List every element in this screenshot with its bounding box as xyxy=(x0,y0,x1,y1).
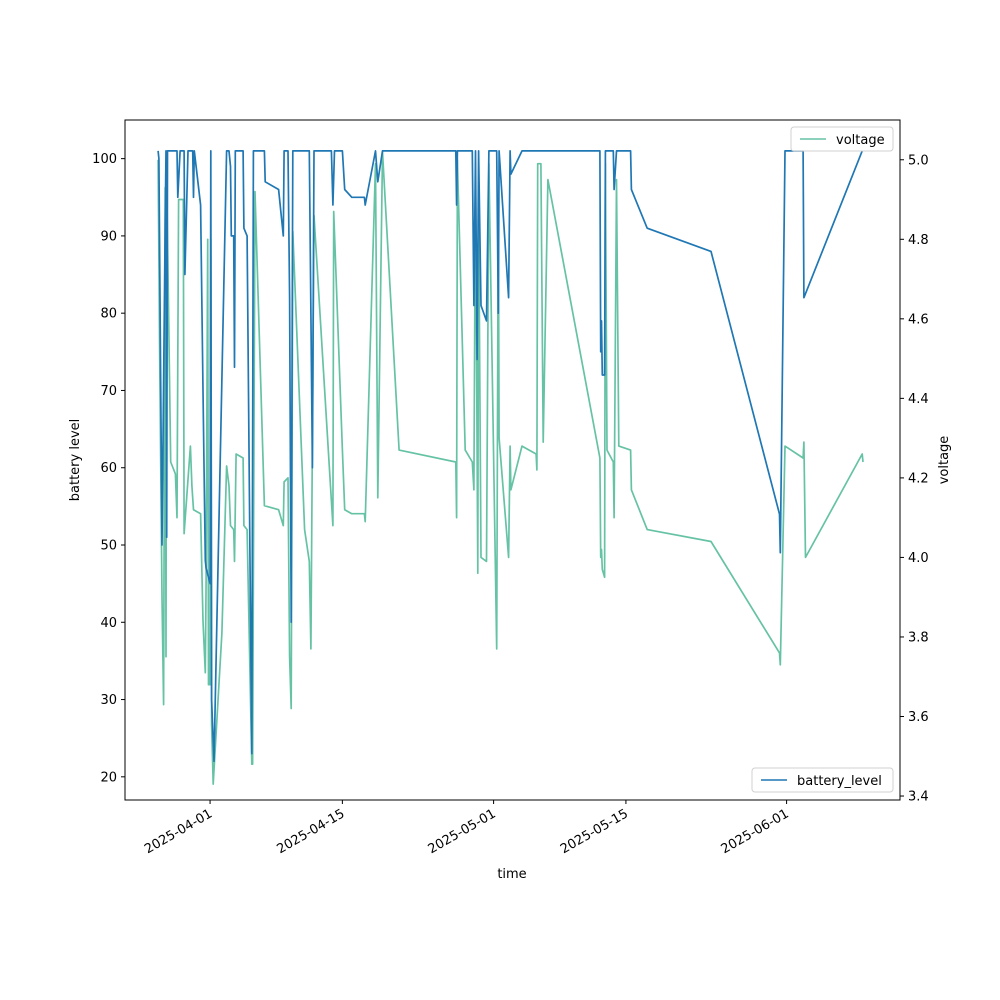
plot-frame xyxy=(124,119,901,801)
left-y-tick-label: 100 xyxy=(92,152,117,167)
series-line-battery-level xyxy=(157,150,863,763)
right-y-tick-label: 4.2 xyxy=(908,471,929,486)
left-y-tick-label: 50 xyxy=(100,539,117,554)
legend-battery-level: battery_level xyxy=(751,767,894,793)
right-y-axis: 3.4 3.6 3.8 4.0 4.2 4.4 4.6 4.8 5.0 xyxy=(900,153,929,805)
right-y-tick-label: 3.6 xyxy=(908,710,929,725)
right-y-axis-title: voltage xyxy=(937,436,952,485)
left-y-tick-label: 70 xyxy=(100,384,117,399)
series-layer xyxy=(157,150,864,785)
legend-battery-level-label: battery_level xyxy=(797,774,882,789)
legend-voltage: voltage xyxy=(790,126,894,152)
right-y-tick-label: 4.8 xyxy=(908,233,929,248)
left-y-tick-label: 40 xyxy=(100,616,117,631)
x-axis-title: time xyxy=(497,867,526,882)
left-y-axis-title: battery level xyxy=(68,419,83,502)
right-y-tick-label: 3.8 xyxy=(908,630,929,645)
right-y-tick-label: 5.0 xyxy=(908,153,929,168)
left-y-axis: 20 30 40 50 60 70 80 90 100 xyxy=(92,152,125,785)
right-y-tick-label: 4.0 xyxy=(908,551,929,566)
legend-voltage-box xyxy=(790,126,894,152)
left-y-tick-label: 60 xyxy=(100,461,117,476)
legend-battery-level-box xyxy=(751,767,894,793)
right-y-tick-label: 3.4 xyxy=(908,790,929,805)
series-line-voltage xyxy=(157,150,864,785)
left-y-tick-label: 80 xyxy=(100,307,117,322)
left-y-tick-label: 30 xyxy=(100,693,117,708)
left-y-tick-label: 90 xyxy=(100,229,117,244)
right-y-tick-label: 4.6 xyxy=(908,312,929,327)
right-y-tick-label: 4.4 xyxy=(908,392,929,407)
legend-voltage-label: voltage xyxy=(836,133,885,148)
left-y-tick-label: 20 xyxy=(100,770,117,785)
